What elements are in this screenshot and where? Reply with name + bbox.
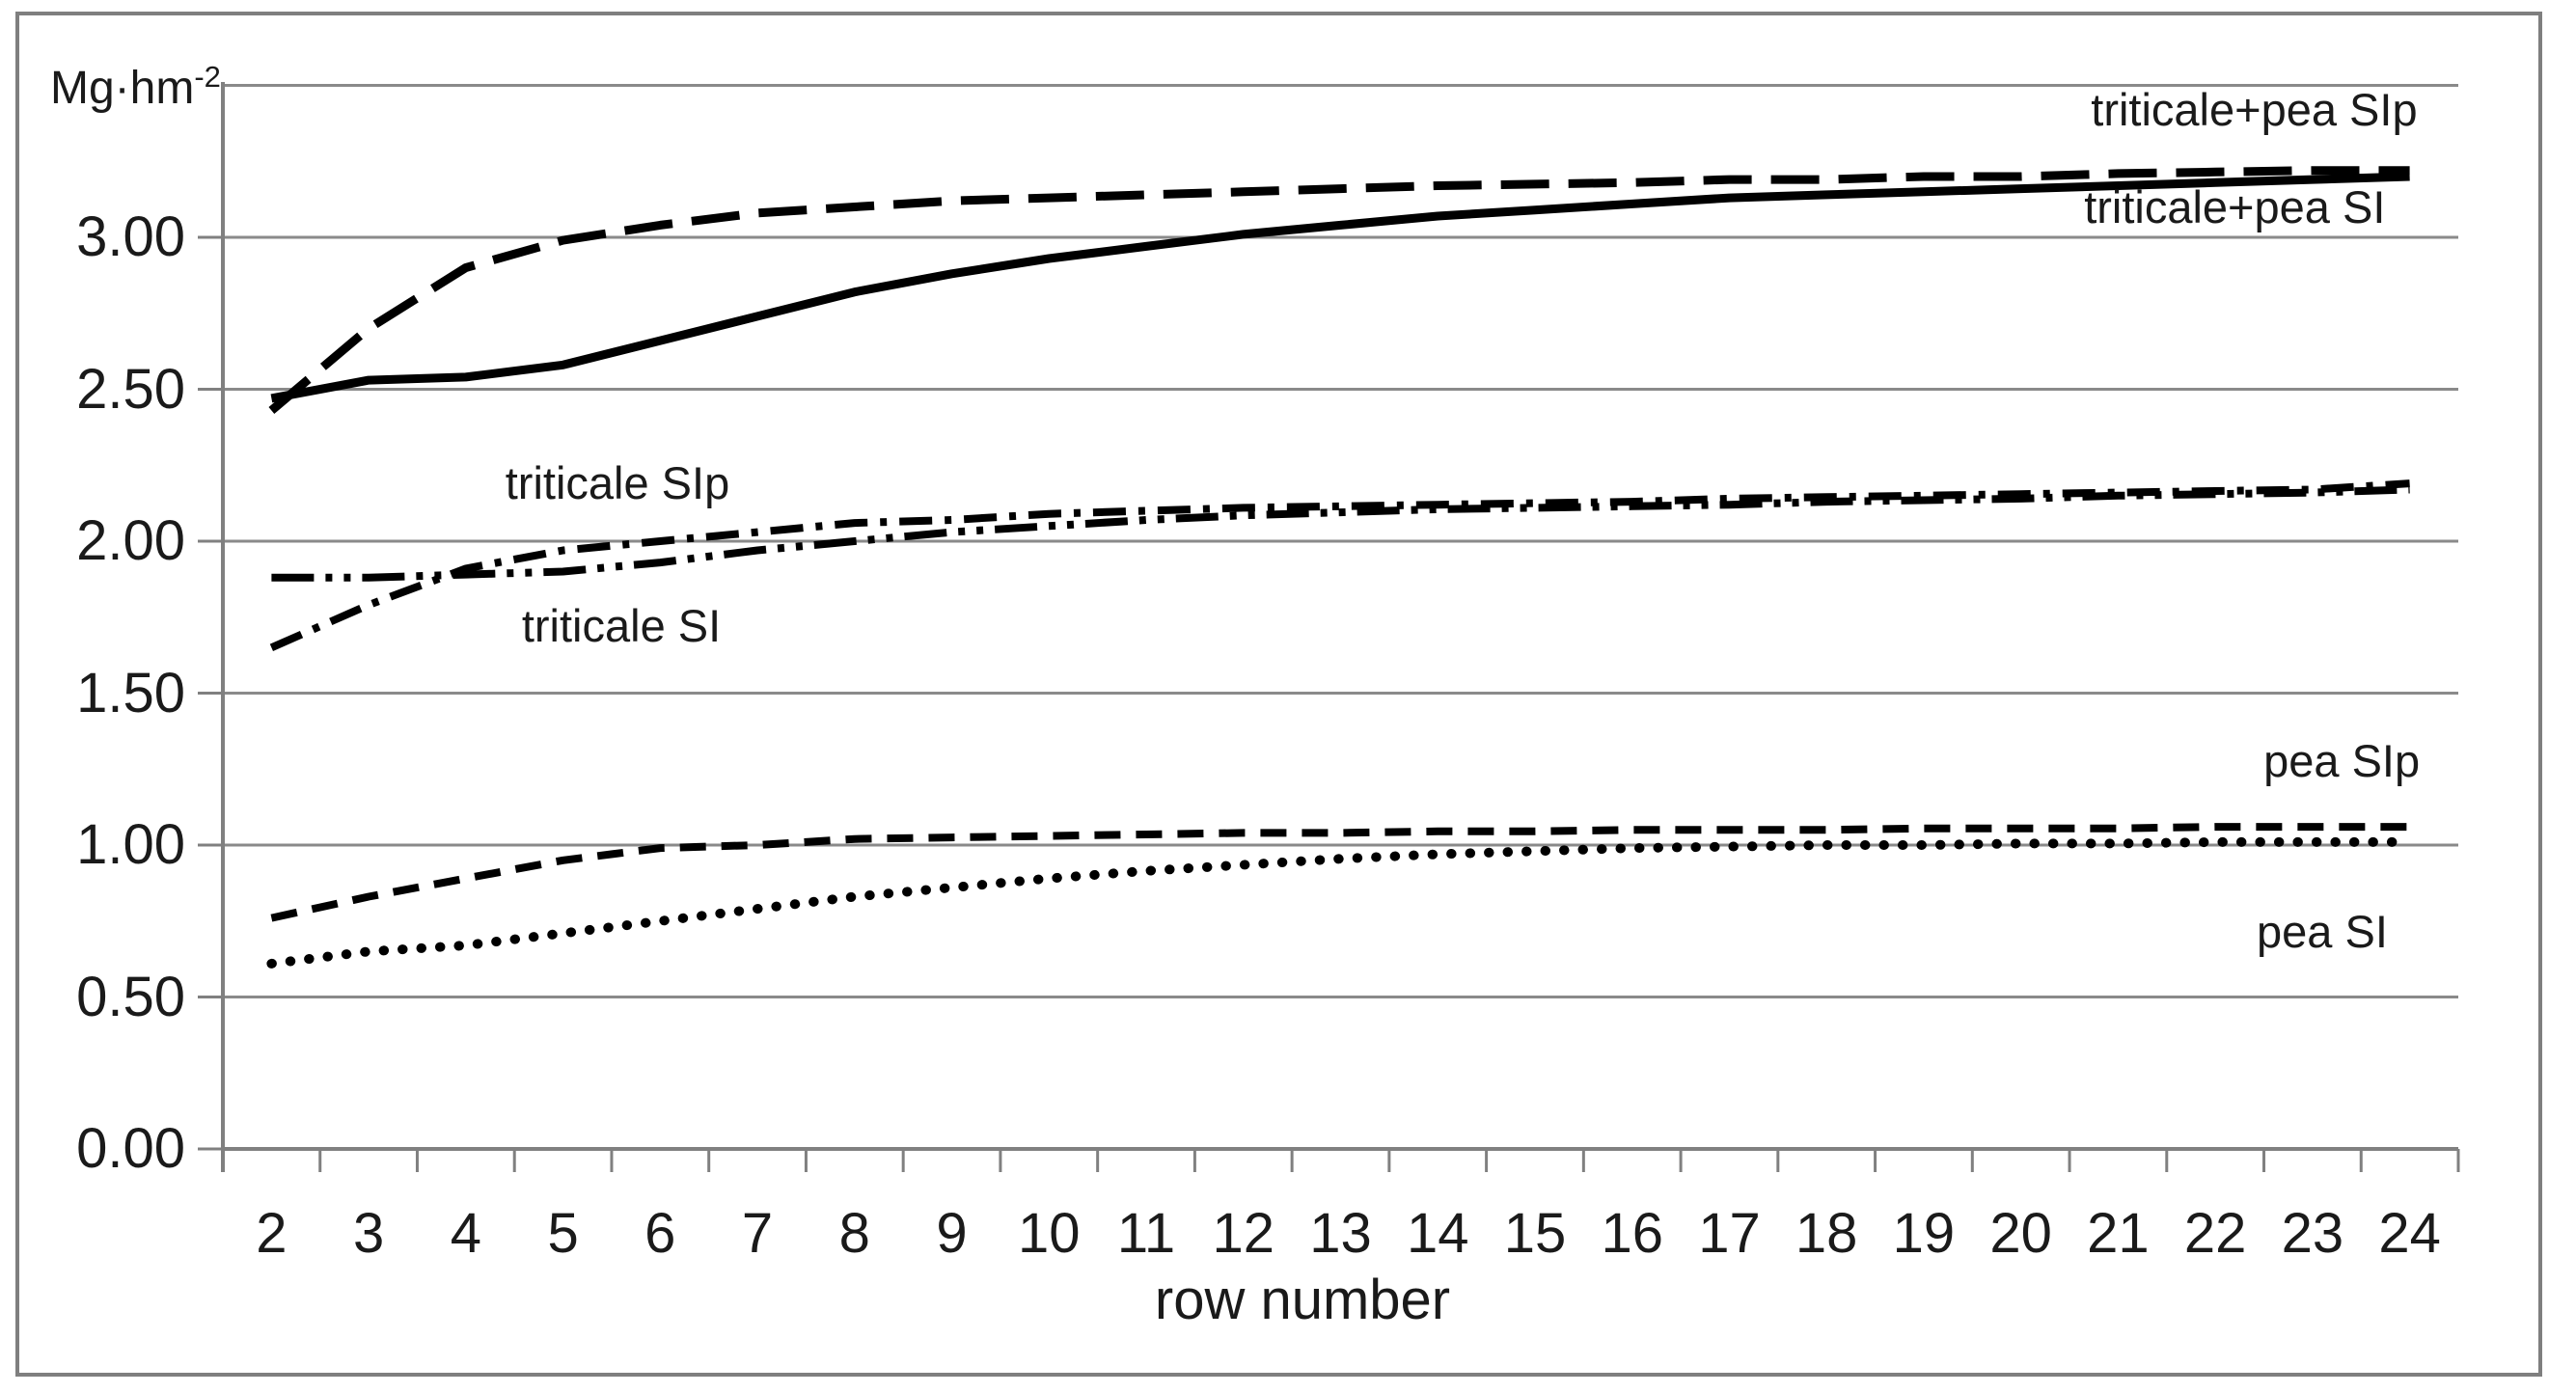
- y-tick-label-0.50: 0.50: [76, 965, 185, 1028]
- x-tick-label-8: 8: [838, 1202, 870, 1265]
- y-axis-title-superscript: -2: [194, 60, 221, 94]
- x-tick-label-19: 19: [1892, 1202, 1956, 1265]
- x-tick-label-13: 13: [1309, 1202, 1372, 1265]
- x-tick-label-10: 10: [1018, 1202, 1081, 1265]
- x-tick-label-16: 16: [1601, 1202, 1663, 1265]
- x-tick-label-18: 18: [1795, 1202, 1858, 1265]
- series-line-triticale-pea-si: [270, 172, 2410, 403]
- x-tick-label-5: 5: [547, 1202, 579, 1265]
- y-tick-label-2.50: 2.50: [76, 357, 185, 421]
- series-label-triticale-pea-sip: triticale+pea SIp: [2091, 83, 2418, 135]
- series-label-triticale-sip: triticale SIp: [505, 457, 730, 509]
- x-tick-label-9: 9: [936, 1202, 968, 1265]
- series-line-pea-si: [266, 836, 2415, 969]
- x-tick-label-22: 22: [2183, 1202, 2247, 1265]
- series-label-pea-si: pea SI: [2257, 905, 2388, 957]
- x-tick-label-7: 7: [741, 1202, 774, 1265]
- series-label-triticale-pea-si: triticale+pea SI: [2084, 180, 2386, 232]
- x-tick-label-20: 20: [1989, 1202, 2052, 1265]
- x-tick-label-11: 11: [1116, 1202, 1176, 1265]
- x-tick-label-6: 6: [644, 1202, 676, 1265]
- series-label-pea-sip: pea SIp: [2263, 735, 2421, 787]
- x-tick-label-3: 3: [352, 1202, 385, 1265]
- series-line-triticale-pea-sip: [268, 166, 2410, 414]
- x-tick-label-14: 14: [1406, 1202, 1469, 1265]
- x-tick-label-23: 23: [2281, 1202, 2344, 1265]
- y-tick-label-1.00: 1.00: [76, 813, 185, 876]
- series-line-triticale-sip: [269, 479, 2410, 651]
- x-tick-label-21: 21: [2087, 1202, 2150, 1265]
- y-axis-title-text: Mg·hm: [50, 63, 195, 114]
- series-line-triticale-si: [271, 485, 2410, 582]
- y-tick-label-0.00: 0.00: [76, 1117, 185, 1180]
- y-tick-label-2.00: 2.00: [76, 509, 185, 572]
- x-axis-title: row number: [1154, 1269, 1451, 1331]
- x-tick-label-24: 24: [2378, 1202, 2441, 1265]
- y-axis-title: Mg·hm-2: [50, 60, 221, 115]
- x-tick-label-2: 2: [256, 1202, 288, 1265]
- x-tick-label-15: 15: [1503, 1202, 1567, 1265]
- series-line-pea-sip: [270, 823, 2410, 922]
- x-tick-label-4: 4: [450, 1202, 481, 1265]
- y-tick-label-3.00: 3.00: [76, 205, 185, 268]
- series-label-triticale-si: triticale SI: [521, 600, 722, 652]
- y-tick-label-1.50: 1.50: [76, 661, 185, 724]
- x-tick-label-12: 12: [1212, 1202, 1274, 1265]
- x-tick-label-17: 17: [1698, 1202, 1761, 1265]
